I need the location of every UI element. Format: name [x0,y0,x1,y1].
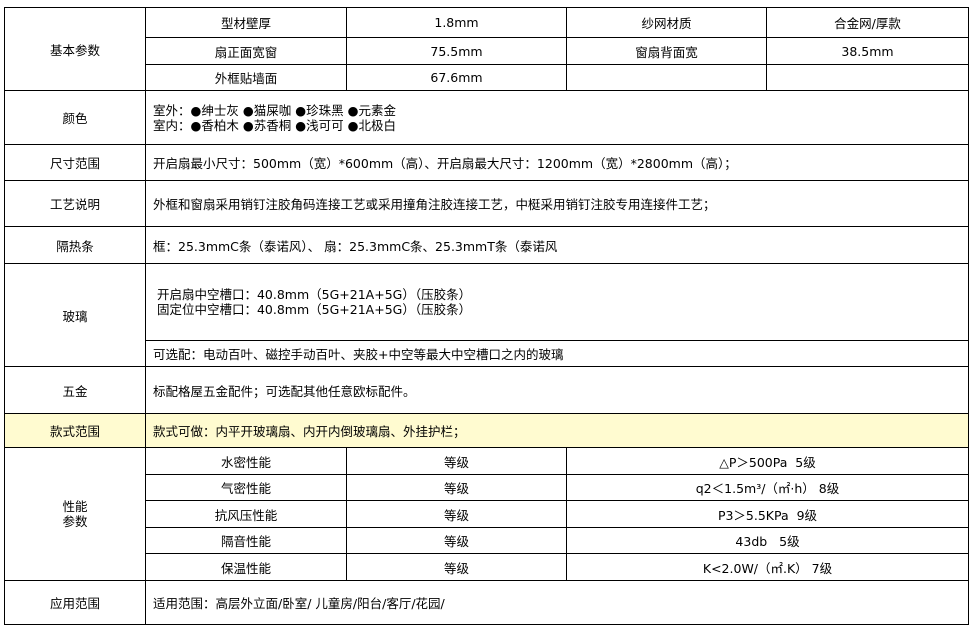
cell: 等级 [346,447,567,475]
cell: 气密性能 [145,474,347,501]
cell: 型材壁厚 [145,7,347,38]
cell: K<2.0W/（㎡.K） 7级 [566,553,969,581]
strip-value: 框：25.3mmC条（泰诺风）、 扇：25.3mmC条、25.3mmT条（泰诺风 [145,226,969,264]
label-line: 性能 [62,499,88,514]
cell: 抗风压性能 [145,500,347,528]
cell: 保温性能 [145,553,347,581]
glass-label: 玻璃 [4,263,146,367]
cell: 等级 [346,553,567,581]
cell: 纱网材质 [566,7,767,38]
cell: 外框贴墙面 [145,64,347,91]
size-label: 尺寸范围 [4,144,146,181]
cell: P3＞5.5KPa 9级 [566,500,969,528]
application-label: 应用范围 [4,580,146,625]
application-value: 适用范围：高层外立面/卧室/ 儿童房/阳台/客厅/花园/ [145,580,969,625]
size-value: 开启扇最小尺寸：500mm（宽）*600mm（高）、开启扇最大尺寸：1200mm… [145,144,969,181]
cell: 窗扇背面宽 [566,37,767,65]
cell [766,64,969,91]
outdoor-colors: 室外：●绅士灰 ●猫屎咖 ●珍珠黑 ●元素金 [153,102,397,118]
cell: 1.8mm [346,7,567,38]
craft-value: 外框和窗扇采用销钉注胶角码连接工艺或采用撞角注胶连接工艺，中梃采用销钉注胶专用连… [145,180,969,227]
glass-line: 开启扇中空槽口：40.8mm（5G+21A+5G）（压胶条） [153,287,472,302]
cell: 等级 [346,500,567,528]
color-value: 室外：●绅士灰 ●猫屎咖 ●珍珠黑 ●元素金 室内：●香柏木 ●苏香桐 ●浅可可 … [145,90,969,145]
basic-label: 基本参数 [4,7,146,91]
cell: 67.6mm [346,64,567,91]
hardware-value: 标配格屋五金配件；可选配其他任意欧标配件。 [145,366,969,414]
craft-label: 工艺说明 [4,180,146,227]
glass-value: 开启扇中空槽口：40.8mm（5G+21A+5G）（压胶条） 固定位中空槽口：4… [145,263,969,341]
performance-label: 性能 参数 [4,447,146,581]
cell: 水密性能 [145,447,347,475]
cell: 等级 [346,474,567,501]
cell: q2＜1.5m³/（㎡·h） 8级 [566,474,969,501]
glass-line: 固定位中空槽口：40.8mm（5G+21A+5G）（压胶条） [153,302,472,317]
color-label: 颜色 [4,90,146,145]
style-value: 款式可做：内平开玻璃扇、内开内倒玻璃扇、外挂护栏； [145,413,969,448]
cell: 38.5mm [766,37,969,65]
cell: 43db 5级 [566,527,969,554]
cell: 扇正面宽窗 [145,37,347,65]
cell: 等级 [346,527,567,554]
hardware-label: 五金 [4,366,146,414]
cell: △P＞500Pa 5级 [566,447,969,475]
strip-label: 隔热条 [4,226,146,264]
cell: 隔音性能 [145,527,347,554]
label-line: 参数 [62,514,88,529]
indoor-colors: 室内：●香柏木 ●苏香桐 ●浅可可 ●北极白 [153,117,397,133]
spec-table: 基本参数 型材壁厚 1.8mm 纱网材质 合金网/厚款 扇正面宽窗 75.5mm… [4,7,969,625]
cell: 75.5mm [346,37,567,65]
cell: 合金网/厚款 [766,7,969,38]
style-label: 款式范围 [4,413,146,448]
glass-optional: 可选配：电动百叶、磁控手动百叶、夹胶+中空等最大中空槽口之内的玻璃 [145,340,969,367]
cell [566,64,767,91]
